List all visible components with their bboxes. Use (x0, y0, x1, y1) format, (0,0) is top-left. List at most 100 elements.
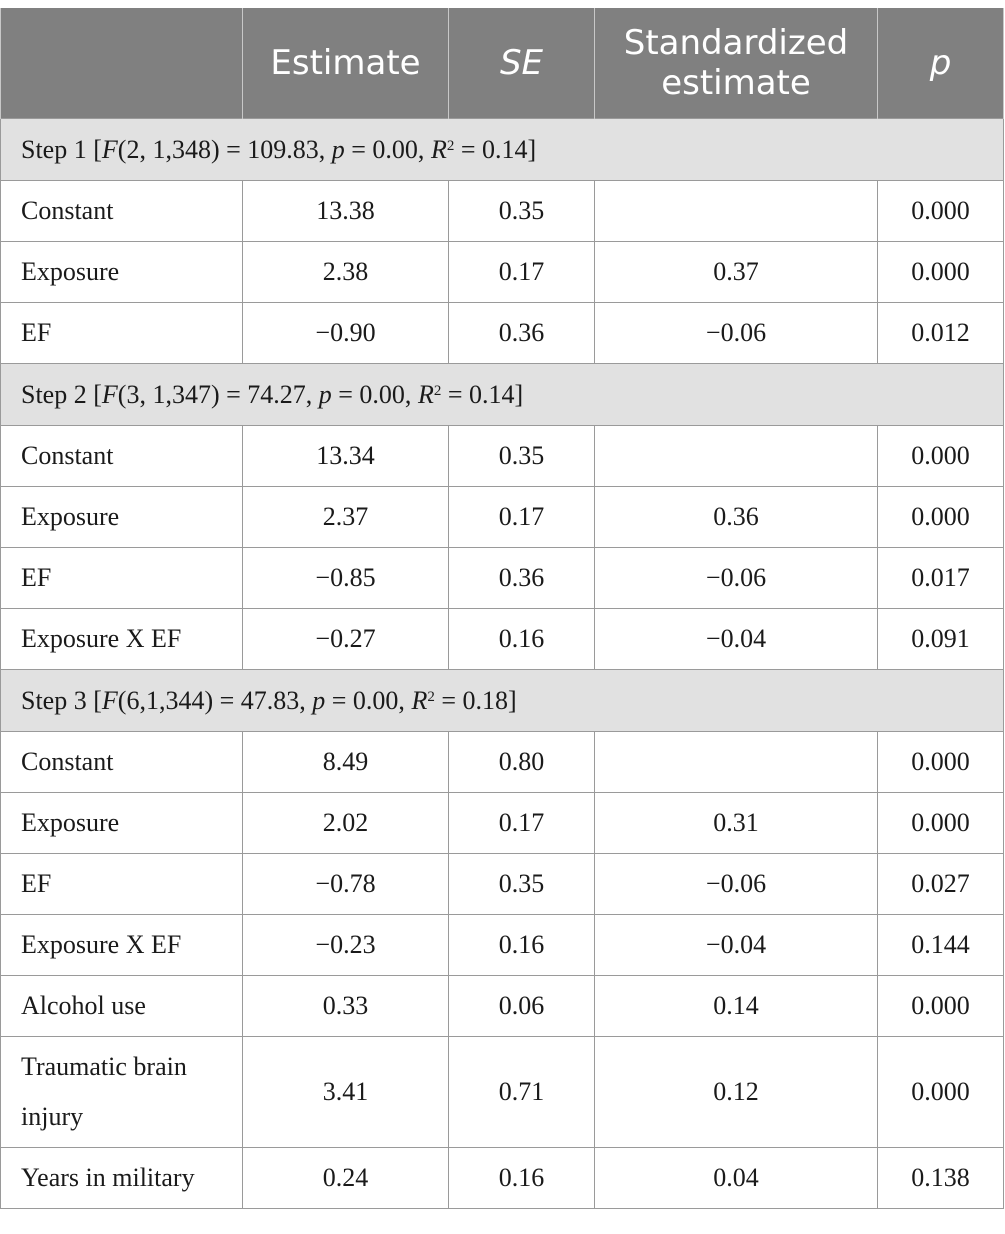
cell-p: 0.000 (877, 180, 1004, 242)
step-title-R-sup: 2 (433, 382, 442, 399)
cell-standardized-estimate: 0.31 (594, 792, 878, 854)
step-row: Step 3 [F(6,1,344) = 47.83, p = 0.00, R2… (0, 669, 1004, 732)
table-row: Exposure 2.38 0.17 0.37 0.000 (0, 241, 1004, 303)
step-title-p-text: = 0.00, (331, 379, 418, 409)
regression-table: Estimate SE Standardized estimate p Step… (0, 8, 1004, 1209)
step-title: Step 3 [F(6,1,344) = 47.83, p = 0.00, R2… (0, 669, 1004, 732)
cell-estimate: 2.02 (242, 792, 449, 854)
row-label: EF (0, 853, 243, 915)
cell-standardized-estimate: −0.06 (594, 547, 878, 609)
table-row: Exposure 2.02 0.17 0.31 0.000 (0, 792, 1004, 854)
table-row: Constant 13.38 0.35 0.000 (0, 180, 1004, 242)
cell-se: 0.36 (448, 302, 595, 364)
step-title-F-args: (3, 1,347) = 74.27, (117, 379, 319, 409)
step-title-R-text: = 0.18] (434, 685, 517, 715)
cell-p: 0.000 (877, 241, 1004, 303)
cell-standardized-estimate: 0.36 (594, 486, 878, 548)
table-row: Constant 8.49 0.80 0.000 (0, 731, 1004, 793)
cell-estimate: 13.34 (242, 425, 449, 487)
step-title-prefix: Step 2 [ (21, 379, 102, 409)
step-title-F-label: F (101, 685, 118, 715)
step-title-p-label: p (331, 134, 345, 164)
table-row: Exposure 2.37 0.17 0.36 0.000 (0, 486, 1004, 548)
cell-p: 0.144 (877, 914, 1004, 976)
cell-estimate: 0.24 (242, 1147, 449, 1209)
cell-standardized-estimate: −0.04 (594, 608, 878, 670)
row-label: Alcohol use (0, 975, 243, 1037)
cell-estimate: 0.33 (242, 975, 449, 1037)
cell-se: 0.35 (448, 180, 595, 242)
cell-estimate: −0.27 (242, 608, 449, 670)
header-row: Estimate SE Standardized estimate p (0, 8, 1004, 119)
row-label: Exposure (0, 241, 243, 303)
row-label: Exposure X EF (0, 914, 243, 976)
cell-standardized-estimate: 0.04 (594, 1147, 878, 1209)
step-title-F-args: (2, 1,348) = 109.83, (117, 134, 332, 164)
table-row: Years in military 0.24 0.16 0.04 0.138 (0, 1147, 1004, 1209)
table-row: EF −0.90 0.36 −0.06 0.012 (0, 302, 1004, 364)
cell-se: 0.17 (448, 486, 595, 548)
cell-estimate: −0.85 (242, 547, 449, 609)
row-label: Years in military (0, 1147, 243, 1209)
table-body: Step 1 [F(2, 1,348) = 109.83, p = 0.00, … (0, 118, 1004, 1209)
step-title-F-label: F (101, 134, 118, 164)
cell-se: 0.17 (448, 241, 595, 303)
cell-se: 0.16 (448, 1147, 595, 1209)
row-label: Exposure X EF (0, 608, 243, 670)
row-label: Constant (0, 731, 243, 793)
row-label: EF (0, 547, 243, 609)
cell-estimate: −0.90 (242, 302, 449, 364)
cell-estimate: 2.38 (242, 241, 449, 303)
table-row: EF −0.85 0.36 −0.06 0.017 (0, 547, 1004, 609)
cell-standardized-estimate: −0.06 (594, 853, 878, 915)
step-title-R-text: = 0.14] (454, 134, 537, 164)
step-title-R-label: R (411, 685, 428, 715)
cell-se: 0.35 (448, 853, 595, 915)
cell-estimate: 13.38 (242, 180, 449, 242)
cell-estimate: 2.37 (242, 486, 449, 548)
cell-estimate: −0.78 (242, 853, 449, 915)
cell-se: 0.16 (448, 914, 595, 976)
cell-p: 0.000 (877, 731, 1004, 793)
step-title-p-label: p (318, 379, 332, 409)
cell-standardized-estimate: 0.12 (594, 1036, 878, 1148)
cell-p: 0.000 (877, 792, 1004, 854)
cell-p: 0.138 (877, 1147, 1004, 1209)
cell-standardized-estimate: −0.06 (594, 302, 878, 364)
table-row: Traumatic brain injury 3.41 0.71 0.12 0.000 (0, 1036, 1004, 1148)
cell-p: 0.000 (877, 425, 1004, 487)
header-p: p (877, 8, 1004, 119)
cell-se: 0.35 (448, 425, 595, 487)
table-row: Constant 13.34 0.35 0.000 (0, 425, 1004, 487)
cell-standardized-estimate: 0.37 (594, 241, 878, 303)
cell-se: 0.36 (448, 547, 595, 609)
header-standardized-estimate: Standardized estimate (594, 8, 878, 119)
row-label: EF (0, 302, 243, 364)
cell-p: 0.017 (877, 547, 1004, 609)
step-title: Step 1 [F(2, 1,348) = 109.83, p = 0.00, … (0, 118, 1004, 181)
row-label: Constant (0, 180, 243, 242)
header-estimate: Estimate (242, 8, 449, 119)
step-row: Step 2 [F(3, 1,347) = 74.27, p = 0.00, R… (0, 363, 1004, 426)
step-title-F-label: F (101, 379, 118, 409)
step-title-R-text: = 0.14] (441, 379, 524, 409)
step-title-prefix: Step 1 [ (21, 134, 102, 164)
cell-estimate: 3.41 (242, 1036, 449, 1148)
cell-se: 0.17 (448, 792, 595, 854)
cell-se: 0.06 (448, 975, 595, 1037)
cell-p: 0.027 (877, 853, 1004, 915)
cell-standardized-estimate (594, 731, 878, 793)
cell-p: 0.091 (877, 608, 1004, 670)
cell-standardized-estimate (594, 180, 878, 242)
table-row: Exposure X EF −0.27 0.16 −0.04 0.091 (0, 608, 1004, 670)
cell-p: 0.000 (877, 1036, 1004, 1148)
row-label: Exposure (0, 792, 243, 854)
step-title-prefix: Step 3 [ (21, 685, 102, 715)
table-row: Alcohol use 0.33 0.06 0.14 0.000 (0, 975, 1004, 1037)
row-label: Exposure (0, 486, 243, 548)
cell-estimate: −0.23 (242, 914, 449, 976)
cell-se: 0.16 (448, 608, 595, 670)
cell-se: 0.80 (448, 731, 595, 793)
cell-standardized-estimate (594, 425, 878, 487)
table-header: Estimate SE Standardized estimate p (0, 8, 1004, 119)
